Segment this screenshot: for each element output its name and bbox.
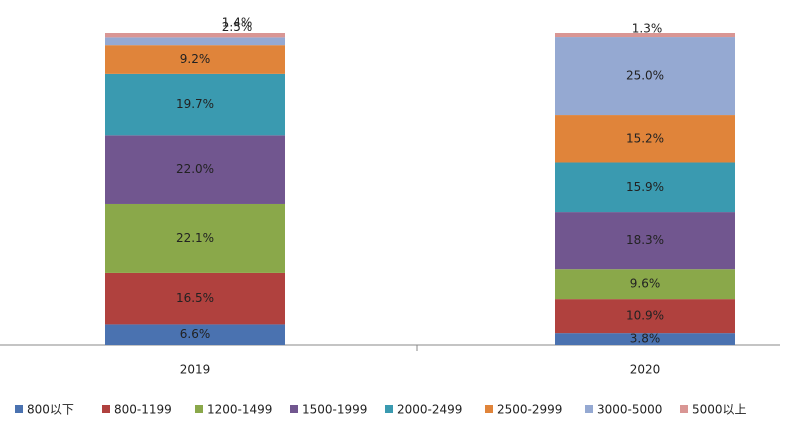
data-label: 15.2%	[626, 131, 664, 145]
bar-segment	[105, 33, 285, 38]
bar-segment	[555, 37, 735, 116]
legend-label: 3000-5000	[597, 403, 662, 417]
legend-swatch	[680, 405, 688, 413]
bar-segment	[555, 33, 735, 38]
legend-swatch	[290, 405, 298, 413]
data-label: 25.0%	[626, 69, 664, 83]
data-label: 3.8%	[630, 332, 661, 346]
legend-swatch	[585, 405, 593, 413]
data-label: 18.3%	[626, 233, 664, 247]
bar-segment	[555, 269, 735, 300]
bar-segment	[105, 272, 285, 325]
data-label: 2.5%	[222, 20, 253, 34]
bar-segment	[555, 212, 735, 270]
legend-label: 800以下	[27, 403, 74, 417]
bar-segment	[555, 299, 735, 334]
legend-swatch	[195, 405, 203, 413]
data-label: 9.6%	[630, 277, 661, 291]
data-label: 1.4%	[222, 16, 253, 30]
bar-segment	[105, 45, 285, 74]
bar-segment	[105, 203, 285, 273]
bar-segment	[105, 37, 285, 46]
x-tick-label: 2020	[630, 363, 661, 377]
legend-label: 2000-2499	[397, 403, 462, 417]
data-label: 19.7%	[176, 97, 214, 111]
legend-swatch	[102, 405, 110, 413]
data-label: 9.2%	[180, 52, 211, 66]
legend-label: 5000以上	[692, 403, 747, 417]
bar-segment	[555, 333, 735, 345]
legend-label: 1200-1499	[207, 403, 272, 417]
legend-swatch	[485, 405, 493, 413]
bar-segment	[105, 73, 285, 136]
data-label: 22.1%	[176, 231, 214, 245]
legend-swatch	[385, 405, 393, 413]
bar-segment	[555, 115, 735, 163]
data-label: 16.5%	[176, 291, 214, 305]
data-label: 22.0%	[176, 162, 214, 176]
data-label: 10.9%	[626, 309, 664, 323]
legend-label: 800-1199	[114, 403, 172, 417]
bar-segment	[105, 324, 285, 345]
data-label: 6.6%	[180, 327, 211, 341]
legend-label: 1500-1999	[302, 403, 367, 417]
x-tick-label: 2019	[180, 363, 211, 377]
data-label: 1.3%	[632, 22, 663, 36]
bar-segment	[105, 135, 285, 204]
data-label: 15.9%	[626, 180, 664, 194]
legend-swatch	[15, 405, 23, 413]
legend-label: 2500-2999	[497, 403, 562, 417]
bar-segment	[555, 162, 735, 213]
